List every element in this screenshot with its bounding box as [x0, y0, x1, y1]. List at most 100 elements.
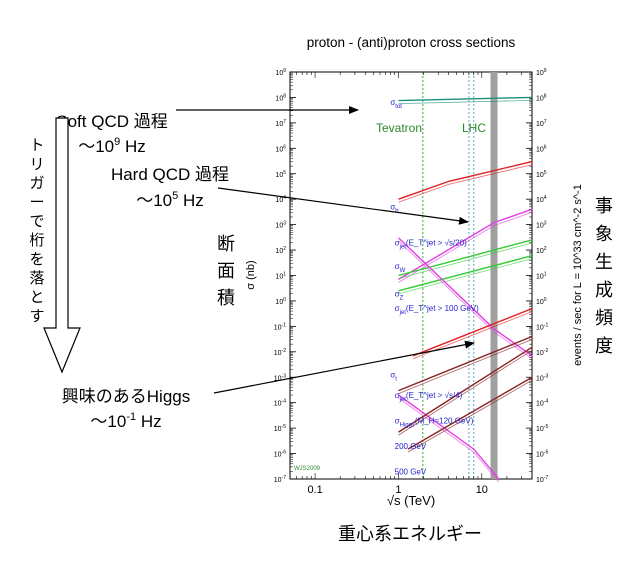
y-tick-label-right: 10-6 — [536, 450, 548, 459]
series-label: σZ — [395, 289, 404, 301]
vertical-char: ガ — [29, 175, 44, 192]
y-tick-label-left: 101 — [275, 272, 286, 281]
series-label: 200 GeV — [395, 442, 427, 451]
y-tick-label-left: 10-5 — [274, 424, 286, 433]
collider-energy-lines — [422, 72, 498, 479]
series-line — [398, 255, 533, 292]
vertical-char: を — [29, 251, 44, 268]
series-label: σtot — [390, 98, 402, 110]
series-labels: σtot σb σjet(E_T^jet > √s/20) σW σZ σjet(E_T^… — [390, 98, 479, 476]
series-line-band — [398, 258, 533, 295]
series-line — [412, 307, 533, 357]
vertical-char: す — [29, 308, 44, 325]
series-line — [398, 239, 533, 277]
series-line — [398, 394, 500, 480]
vertical-char: 落 — [29, 270, 44, 287]
chart-title: proton - (anti)proton cross sections — [307, 35, 516, 50]
vertical-char: リ — [29, 156, 44, 173]
vertical-char: で — [29, 213, 44, 230]
vertical-char: 生 — [595, 252, 613, 272]
y-tick-label-left: 105 — [275, 170, 286, 179]
series-line — [398, 208, 533, 281]
soft-qcd-rate: 〜109 Hz — [78, 136, 146, 156]
tevatron-label: Tevatron — [376, 121, 422, 135]
series-line — [398, 237, 533, 357]
vertical-char: 面 — [217, 261, 235, 281]
lhc-label: LHC — [462, 121, 486, 135]
y-axis-title-left: σ (nb) — [245, 260, 257, 289]
x-axis-title: √s (TeV) — [387, 493, 435, 508]
credit-label: WJS2009 — [294, 466, 321, 472]
higgs-rate: 〜10-1 Hz — [90, 411, 161, 431]
series-lines — [398, 96, 533, 483]
y-tick-label-right: 10-1 — [536, 322, 548, 331]
y-tick-label-right: 102 — [536, 246, 547, 255]
y-tick-label-left: 104 — [275, 195, 286, 204]
x-tick-label: 1 — [395, 484, 401, 496]
series-line-band — [398, 211, 533, 283]
hard-qcd-rate: 〜105 Hz — [136, 190, 204, 210]
y-tick-label-left: 108 — [275, 93, 286, 102]
vertical-char: 頻 — [595, 308, 613, 328]
y-tick-label-left: 10-1 — [274, 322, 286, 331]
y-tick-label-right: 109 — [536, 68, 547, 77]
series-label: σW — [395, 262, 406, 274]
series-label: σjet(E_T^jet > √s/4) — [395, 391, 463, 403]
y-tick-label-left: 107 — [275, 119, 286, 128]
vertical-char: 象 — [595, 224, 613, 244]
vertical-char: 断 — [217, 234, 235, 254]
vertical-char: と — [29, 289, 44, 306]
y-tick-label-right: 104 — [536, 195, 547, 204]
vertical-char: ー — [29, 194, 44, 211]
series-line-band — [398, 349, 533, 436]
left-axis-jp-label: 断面積 — [217, 234, 235, 308]
y-tick-label-right: 10-2 — [536, 348, 548, 357]
trigger-arrow — [43, 117, 81, 374]
y-tick-label-right: 108 — [536, 93, 547, 102]
x-tick-label: 10 — [476, 484, 488, 496]
y-tick-label-left: 10-2 — [274, 348, 286, 357]
vertical-char: 成 — [595, 280, 613, 300]
x-tick-label: 0.1 — [307, 484, 322, 496]
y-tick-label-right: 105 — [536, 170, 547, 179]
y-tick-label-right: 10-7 — [536, 475, 548, 484]
series-label: σjet(E_T^jet > 100 GeV) — [395, 304, 480, 316]
y-axis-title-right: events / sec for L = 10^33 cm^-2 s^-1 — [572, 184, 584, 366]
y-tick-label-right: 10-5 — [536, 424, 548, 433]
series-line-band — [398, 240, 533, 360]
series-line-band — [398, 339, 533, 394]
y-tick-label-right: 10-4 — [536, 399, 548, 408]
series-label: σHiggs(M_H=120 GeV) — [395, 417, 474, 429]
vertical-char: ト — [29, 137, 44, 154]
series-line — [398, 346, 533, 433]
series-label: σb — [390, 202, 399, 214]
vertical-char: 度 — [595, 336, 613, 356]
y-tick-label-left: 10-3 — [274, 373, 286, 382]
y-tick-label-left: 103 — [275, 221, 286, 230]
series-line-band — [398, 100, 533, 104]
y-tick-label-left: 106 — [275, 144, 286, 153]
series-line-band — [398, 164, 533, 203]
axis-ticks: 10-710-610-510-410-310-210-1100101102103… — [274, 68, 549, 496]
y-tick-label-right: 101 — [536, 272, 547, 281]
vertical-char: 積 — [217, 288, 235, 308]
bottom-axis-jp-label: 重心系エネルギー — [338, 524, 482, 544]
series-line — [398, 335, 533, 392]
soft-qcd-label: Soft QCD 過程 — [56, 112, 167, 131]
hard-qcd-arrow — [217, 187, 469, 225]
y-tick-label-right: 106 — [536, 144, 547, 153]
vertical-char: 桁 — [29, 232, 44, 249]
y-tick-label-right: 107 — [536, 119, 547, 128]
y-tick-label-left: 102 — [275, 246, 286, 255]
higgs-label: 興味のあるHiggs — [62, 387, 190, 406]
y-tick-label-left: 100 — [275, 297, 286, 306]
series-label: 500 GeV — [395, 468, 427, 477]
y-tick-label-right: 10-3 — [536, 373, 548, 382]
vertical-char: 事 — [595, 196, 613, 216]
y-tick-label-left: 109 — [275, 68, 286, 77]
series-label: σjet(E_T^jet > √s/20) — [395, 239, 467, 251]
series-line-band — [398, 242, 533, 279]
y-tick-label-right: 103 — [536, 221, 547, 230]
